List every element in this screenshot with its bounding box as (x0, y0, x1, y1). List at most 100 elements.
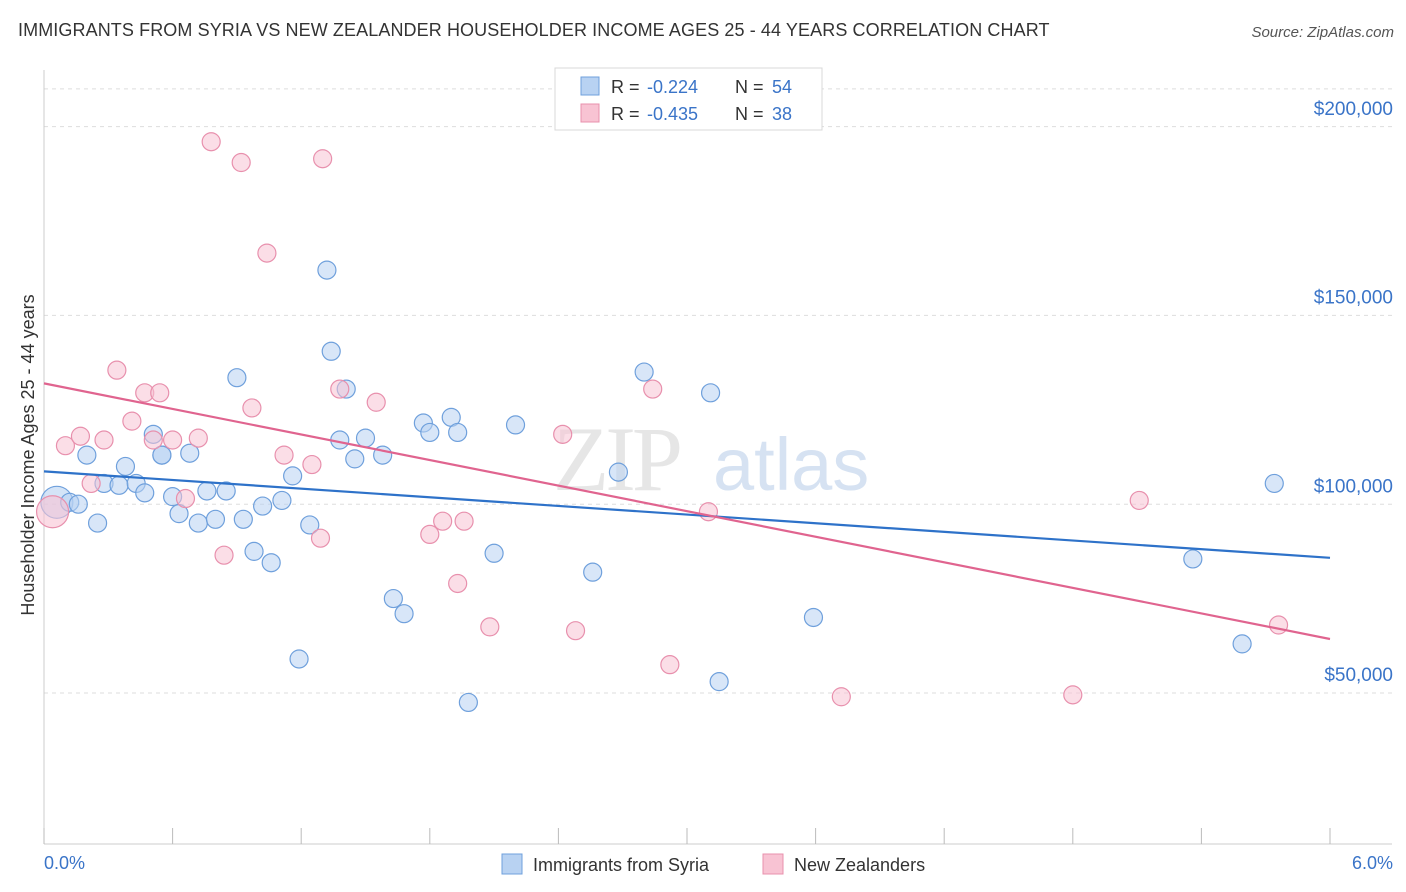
point-nz-18 (302, 454, 322, 475)
point-nz-20 (313, 149, 333, 169)
x-tick-label-0: 0.0% (44, 853, 85, 873)
point-nz-0 (35, 495, 70, 529)
point-nz-37 (143, 430, 163, 450)
point-nz-15 (242, 398, 262, 418)
point-syria-50 (1183, 549, 1203, 569)
y-tick-label-1: $100,000 (1314, 476, 1393, 497)
legend-syria-n-value: 54 (772, 77, 792, 97)
point-nz-13 (214, 545, 234, 565)
legend-syria-r-label: R = (611, 77, 640, 97)
legend-syria-n-label: N = (735, 77, 764, 97)
watermark-atlas: atlas (713, 423, 869, 506)
point-syria-24 (272, 490, 292, 511)
point-nz-21 (330, 379, 350, 399)
point-syria-36 (394, 604, 414, 624)
point-nz-27 (480, 617, 500, 637)
point-syria-2 (68, 494, 88, 514)
axes (43, 70, 1392, 845)
point-syria-26 (289, 649, 309, 669)
point-syria-29 (321, 341, 341, 361)
series-legend-swatch-nz (762, 853, 784, 875)
legend-nz-n-label: N = (735, 104, 764, 124)
point-syria-23 (261, 553, 281, 573)
point-nz-19 (310, 528, 331, 548)
point-nz-6 (122, 411, 142, 431)
point-nz-10 (175, 488, 196, 509)
trend-line-nz (43, 382, 1331, 641)
point-nz-30 (643, 379, 663, 399)
point-nz-31 (660, 655, 680, 675)
point-nz-28 (553, 424, 573, 444)
point-nz-9 (163, 430, 183, 450)
point-nz-12 (201, 132, 221, 152)
source-credit: Source: ZipAtlas.com (1251, 24, 1394, 41)
watermark-zip: ZIP (553, 408, 680, 510)
point-nz-3 (81, 473, 101, 494)
point-syria-27 (300, 515, 320, 535)
trend-lines (43, 382, 1331, 641)
point-syria-22 (253, 496, 273, 516)
legend-swatch-syria (580, 76, 600, 96)
x-axis-ticks (43, 828, 1331, 844)
legend-nz-r-label: R = (611, 104, 640, 124)
point-syria-3 (77, 445, 97, 465)
point-nz-11 (188, 428, 208, 448)
point-nz-33 (831, 687, 851, 707)
point-syria-9 (135, 483, 155, 503)
point-syria-32 (345, 449, 365, 469)
point-syria-42 (484, 543, 504, 563)
point-syria-35 (383, 588, 403, 609)
point-syria-43 (505, 415, 526, 435)
point-nz-8 (150, 383, 170, 403)
point-nz-32 (698, 502, 719, 522)
y-tick-label-0: $50,000 (1324, 665, 1393, 686)
point-syria-16 (197, 481, 217, 501)
y-axis-tick-labels: $50,000 $100,000 $150,000 $200,000 (1314, 99, 1393, 686)
point-syria-38 (420, 422, 440, 443)
point-syria-51 (1232, 634, 1252, 654)
watermark: ZIP atlas (553, 408, 869, 510)
legend-swatch-nz (580, 103, 600, 123)
point-syria-49 (803, 607, 824, 628)
point-nz-35 (1129, 490, 1149, 511)
x-tick-label-1: 6.0% (1352, 853, 1393, 873)
point-syria-28 (317, 260, 337, 280)
point-syria-18 (216, 481, 236, 501)
point-syria-45 (608, 462, 629, 482)
point-nz-36 (1268, 615, 1289, 635)
point-syria-44 (583, 562, 603, 582)
point-nz-4 (94, 430, 114, 450)
point-syria-46 (634, 362, 654, 382)
point-syria-40 (448, 422, 468, 443)
point-nz-5 (107, 360, 127, 380)
point-syria-7 (115, 456, 136, 477)
point-syria-53 (152, 445, 172, 465)
point-nz-22 (366, 392, 386, 412)
x-axis-tick-labels: 0.0% 6.0% (44, 853, 1393, 873)
point-nz-29 (565, 621, 586, 641)
point-syria-41 (458, 692, 478, 713)
point-syria-52 (1264, 473, 1284, 494)
point-syria-14 (180, 443, 200, 463)
point-syria-47 (700, 383, 721, 403)
point-syria-25 (283, 466, 303, 486)
series-new-zealanders-points (35, 132, 1289, 707)
chart-title: IMMIGRANTS FROM SYRIA VS NEW ZEALANDER H… (18, 20, 1050, 40)
point-nz-1 (55, 436, 76, 456)
point-syria-48 (709, 672, 729, 692)
point-nz-34 (1063, 685, 1083, 705)
series-legend-label-nz: New Zealanders (794, 855, 925, 875)
point-syria-33 (355, 428, 376, 448)
point-nz-23 (420, 524, 440, 545)
point-nz-2 (70, 426, 91, 446)
y-tick-label-2: $150,000 (1314, 288, 1393, 309)
point-nz-24 (433, 511, 453, 531)
point-nz-16 (257, 243, 277, 263)
series-legend: Immigrants from Syria New Zealanders (501, 853, 925, 875)
series-legend-label-syria: Immigrants from Syria (533, 855, 710, 875)
correlation-legend: R = -0.224 N = 54 R = -0.435 N = 38 (554, 67, 823, 131)
trend-line-syria (43, 470, 1331, 559)
legend-syria-r-value: -0.224 (647, 77, 698, 97)
series-legend-swatch-syria (501, 853, 523, 875)
legend-nz-r-value: -0.435 (647, 104, 698, 124)
